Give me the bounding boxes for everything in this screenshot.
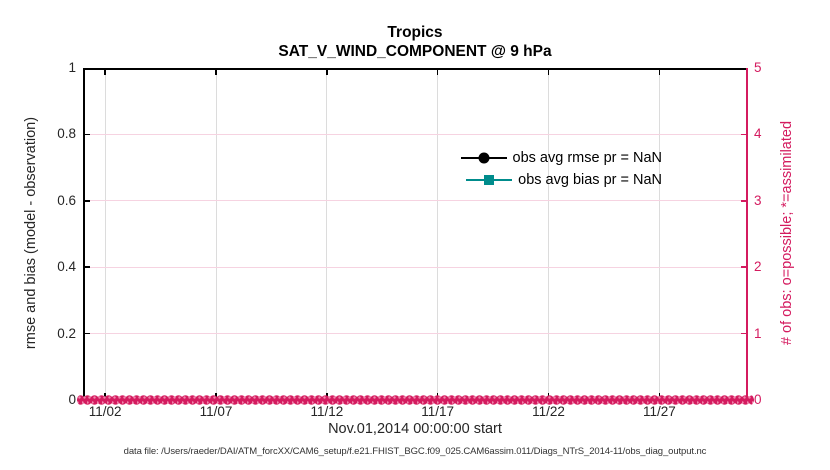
chart-subtitle: SAT_V_WIND_COMPONENT @ 9 hPa bbox=[278, 43, 552, 60]
gridline-vertical bbox=[326, 68, 328, 400]
x-tick-mark-top bbox=[658, 68, 661, 75]
left-tick-mark bbox=[83, 200, 90, 202]
right-axis-label: # of obs: o=possible; *=assimilated bbox=[779, 120, 795, 346]
gridline-horizontal bbox=[83, 333, 748, 335]
x-tick-mark-top bbox=[104, 68, 106, 75]
left-tick-label: 1 bbox=[68, 60, 76, 75]
left-spine bbox=[83, 68, 85, 400]
gridline-horizontal bbox=[83, 266, 748, 268]
obs-count-zero-band bbox=[77, 394, 754, 406]
x-tick-label: 11/22 bbox=[532, 404, 565, 419]
rmse-line-icon bbox=[460, 152, 507, 164]
right-tick-label: 0 bbox=[754, 392, 762, 407]
left-axis-label: rmse and bias (model - observation) bbox=[23, 116, 39, 350]
gridline-horizontal bbox=[83, 200, 748, 202]
x-tick-label: 11/02 bbox=[88, 404, 122, 419]
left-tick-label: 0.6 bbox=[57, 192, 76, 208]
left-tick-label: 0 bbox=[68, 392, 76, 407]
left-tick-label: 0.2 bbox=[57, 325, 76, 341]
left-tick-mark bbox=[83, 332, 90, 335]
gridline-horizontal bbox=[83, 133, 748, 135]
right-spine bbox=[746, 68, 748, 400]
left-tick-mark bbox=[83, 133, 90, 136]
legend-label-bias: obs avg bias pr = NaN bbox=[518, 172, 662, 188]
x-tick-mark-top bbox=[326, 68, 328, 75]
x-tick-mark-top bbox=[215, 68, 217, 75]
gridline-vertical bbox=[437, 68, 439, 400]
legend-item-bias: obs avg bias pr = NaN bbox=[461, 169, 662, 191]
right-tick-label: 4 bbox=[754, 126, 762, 142]
rmse-circle-marker-icon bbox=[478, 152, 489, 164]
right-tick-mark bbox=[741, 200, 748, 202]
bias-square-marker-icon bbox=[484, 175, 495, 185]
gridline-vertical bbox=[104, 68, 106, 400]
x-tick-label: 11/07 bbox=[199, 404, 233, 419]
x-axis-label: Nov.01,2014 00:00:00 start bbox=[328, 421, 502, 437]
x-tick-mark-top bbox=[436, 68, 439, 75]
gridline-vertical bbox=[215, 68, 217, 400]
top-spine bbox=[83, 68, 748, 70]
right-tick-mark bbox=[741, 266, 748, 268]
x-tick-label: 11/12 bbox=[310, 404, 344, 419]
chart-title: Tropics bbox=[387, 24, 443, 41]
right-tick-mark bbox=[741, 133, 748, 136]
right-tick-label: 1 bbox=[754, 325, 762, 341]
data-file-path: data file: /Users/raeder/DAI/ATM_forcXX/… bbox=[123, 446, 707, 457]
legend-item-rmse: obs avg rmse pr = NaN bbox=[460, 147, 663, 169]
x-tick-label: 11/17 bbox=[421, 404, 455, 419]
right-tick-label: 2 bbox=[754, 259, 762, 275]
gridline-vertical bbox=[658, 68, 660, 400]
bias-line-icon bbox=[466, 175, 513, 185]
right-tick-label: 3 bbox=[754, 192, 762, 208]
left-tick-label: 0.8 bbox=[57, 126, 76, 142]
right-tick-mark bbox=[741, 332, 748, 335]
plot-area: obs avg rmse pr = NaN obs avg bias pr = … bbox=[77, 68, 754, 406]
legend-label-rmse: obs avg rmse pr = NaN bbox=[512, 150, 663, 166]
x-tick-mark-top bbox=[547, 68, 550, 75]
x-tick-label: 11/27 bbox=[642, 404, 676, 419]
legend: obs avg rmse pr = NaN obs avg bias pr = … bbox=[460, 147, 663, 191]
gridline-vertical bbox=[548, 68, 549, 400]
left-tick-label: 0.4 bbox=[57, 259, 76, 275]
right-tick-label: 5 bbox=[754, 60, 762, 75]
left-tick-mark bbox=[83, 266, 90, 268]
